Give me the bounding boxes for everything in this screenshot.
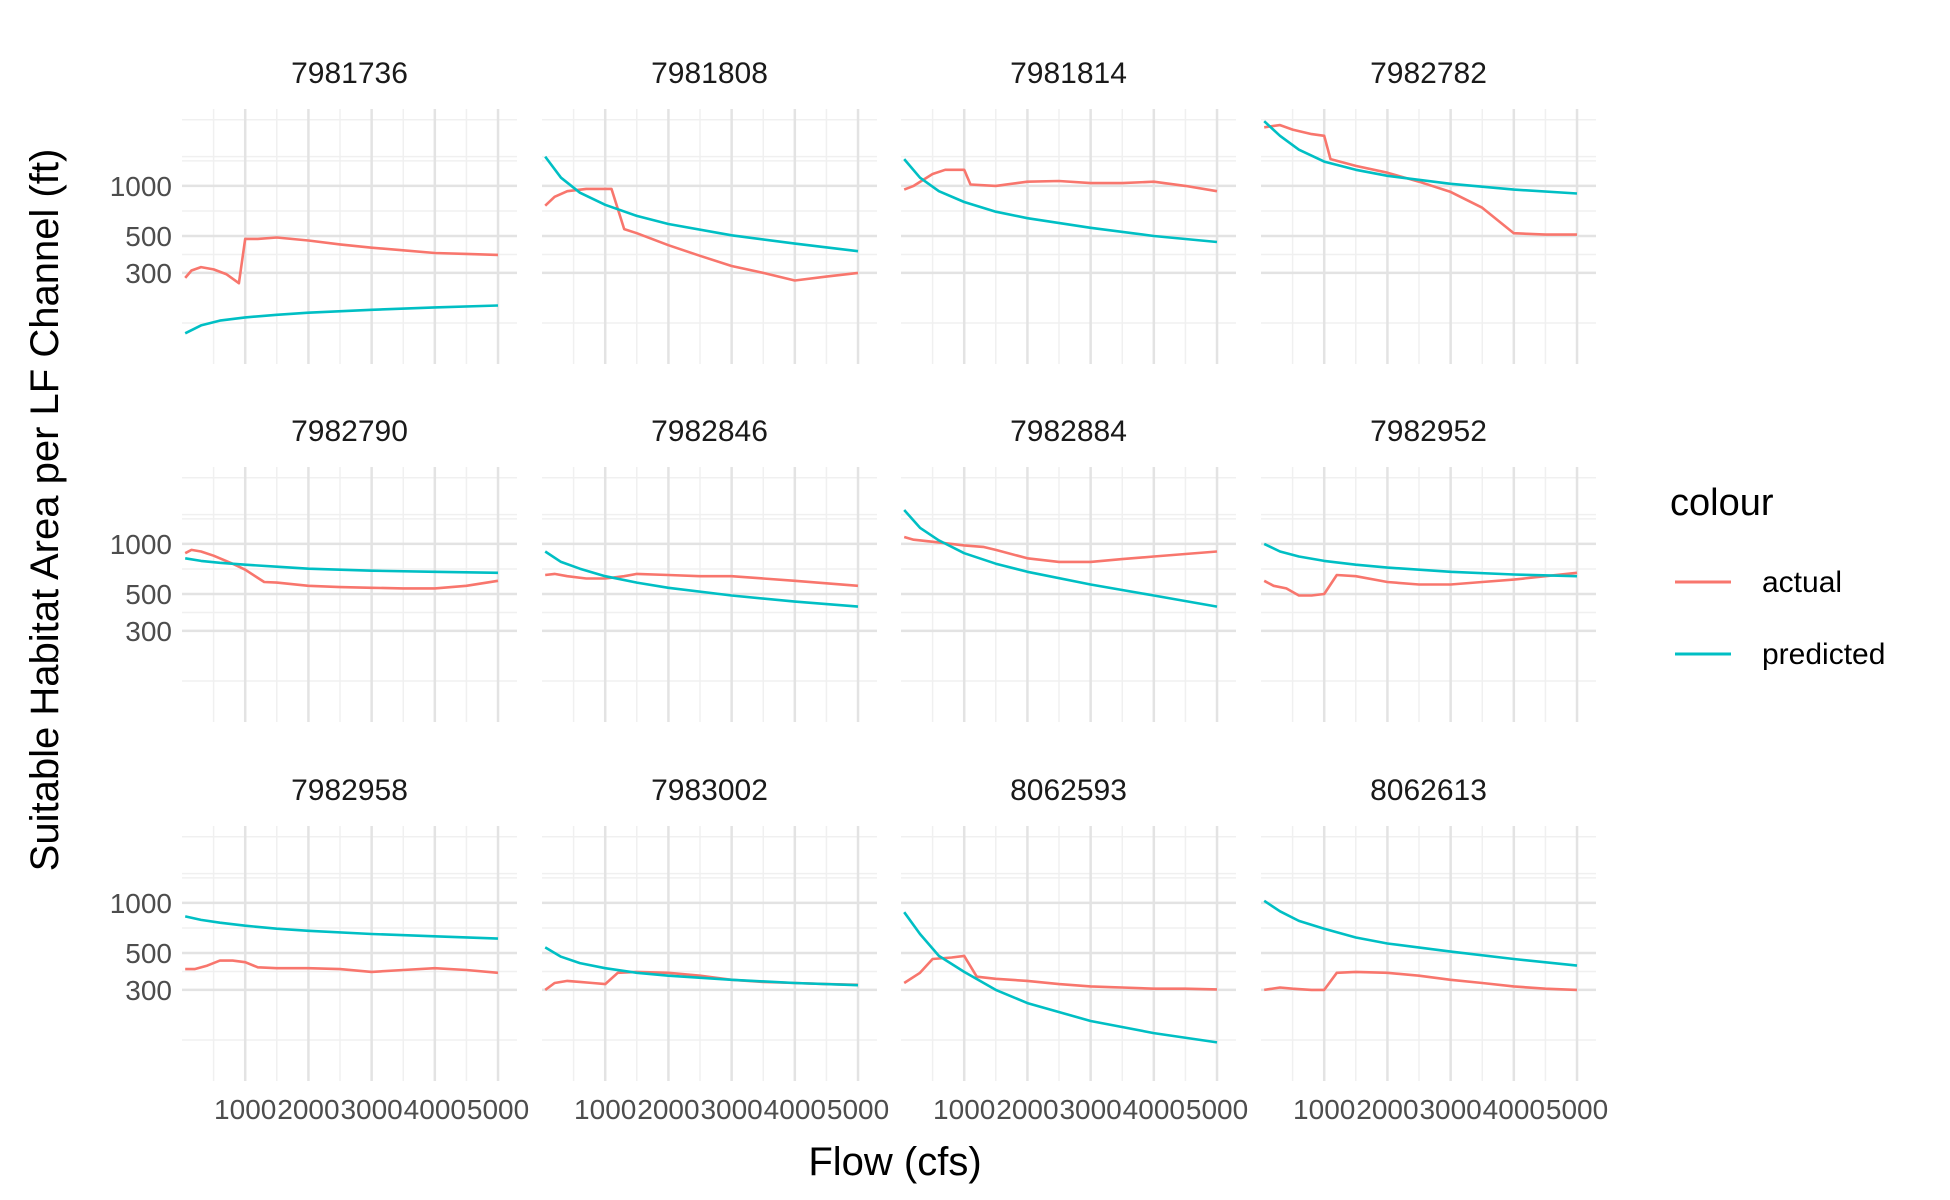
facet-title: 7981814 <box>1010 57 1127 90</box>
y-tick-label: 1000 <box>110 888 172 919</box>
y-tick-label: 1000 <box>110 171 172 202</box>
series-line-predicted <box>903 509 1218 608</box>
legend-title: colour <box>1670 482 1774 524</box>
facet-title: 7981808 <box>651 57 768 90</box>
series-line-predicted <box>1263 542 1578 578</box>
y-tick-label: 500 <box>125 579 172 610</box>
legend-label-predicted: predicted <box>1762 638 1885 671</box>
x-tick-label: 5000 <box>1186 1094 1248 1125</box>
series-line-predicted <box>903 158 1218 244</box>
series-line-predicted <box>903 911 1218 1044</box>
facet-title: 7982952 <box>1370 415 1487 448</box>
facet-title: 7982782 <box>1370 57 1487 90</box>
series-line-predicted <box>544 155 859 253</box>
facet-title: 8062593 <box>1010 774 1127 807</box>
facet-panel: 7982952 <box>1261 415 1596 722</box>
x-tick-label: 3000 <box>1419 1094 1481 1125</box>
series-line-actual <box>903 954 1218 991</box>
x-tick-label: 2000 <box>996 1094 1058 1125</box>
series-line-predicted <box>184 557 499 575</box>
series-line-predicted <box>184 304 499 335</box>
facet-panel: 7982782 <box>1261 57 1596 364</box>
x-tick-label: 4000 <box>404 1094 466 1125</box>
x-tick-label: 4000 <box>764 1094 826 1125</box>
series-line-predicted <box>184 915 499 940</box>
x-tick-label: 4000 <box>1123 1094 1185 1125</box>
series-line-actual <box>545 572 859 588</box>
y-tick-label: 300 <box>125 975 172 1006</box>
series-line-actual <box>544 187 859 282</box>
facet-panel: 7983002 1000 2000 3000 4000 5000 <box>542 774 889 1125</box>
x-tick-label: 3000 <box>1059 1094 1121 1125</box>
facet-title: 7983002 <box>651 774 768 807</box>
series-line-actual <box>184 236 499 285</box>
series-line-actual <box>1263 571 1578 597</box>
x-tick-label: 1000 <box>933 1094 995 1125</box>
panels-layer: 7981736 300 500 1000 7981808 7981814 7982782 79… <box>110 57 1608 1125</box>
series-line-actual <box>184 548 499 590</box>
facet-title: 7982846 <box>651 415 768 448</box>
x-tick-label: 2000 <box>637 1094 699 1125</box>
facet-title: 7982958 <box>291 774 408 807</box>
x-tick-label: 1000 <box>214 1094 276 1125</box>
x-tick-label: 2000 <box>277 1094 339 1125</box>
series-line-actual <box>1264 970 1578 992</box>
facet-title: 7982884 <box>1010 415 1127 448</box>
facet-panel: 7981814 <box>901 57 1236 364</box>
legend-label-actual: actual <box>1762 566 1842 599</box>
series-line-predicted <box>544 946 859 987</box>
facet-panel: 8062613 1000 2000 3000 4000 5000 <box>1261 774 1608 1125</box>
x-tick-label: 1000 <box>1293 1094 1355 1125</box>
y-tick-label: 300 <box>125 258 172 289</box>
facet-panel: 7982846 <box>542 415 877 722</box>
facet-panel: 8062593 1000 2000 3000 4000 5000 <box>901 774 1248 1125</box>
series-line-predicted <box>544 550 859 608</box>
facet-panel: 7981808 <box>542 57 877 364</box>
facet-title: 7982790 <box>291 415 408 448</box>
series-line-actual <box>903 535 1218 564</box>
y-tick-label: 500 <box>125 221 172 252</box>
x-tick-label: 5000 <box>467 1094 529 1125</box>
x-tick-label: 1000 <box>574 1094 636 1125</box>
x-tick-label: 4000 <box>1483 1094 1545 1125</box>
y-tick-label: 300 <box>125 616 172 647</box>
x-tick-label: 5000 <box>1546 1094 1608 1125</box>
x-tick-label: 5000 <box>827 1094 889 1125</box>
legend: colour actual predicted <box>1670 482 1885 671</box>
series-line-predicted <box>1263 120 1578 195</box>
facet-panel: 7981736 300 500 1000 <box>110 57 517 364</box>
series-line-predicted <box>1263 899 1578 967</box>
y-tick-label: 500 <box>125 938 172 969</box>
facet-panel: 7982790 300 500 1000 <box>110 415 517 722</box>
series-line-actual <box>1264 123 1577 236</box>
series-line-actual <box>903 168 1218 193</box>
series-line-actual <box>185 959 499 975</box>
y-tick-label: 1000 <box>110 529 172 560</box>
series-line-actual <box>544 970 859 991</box>
y-axis-label: Suitable Habitat Area per LF Channel (ft… <box>23 149 67 872</box>
x-tick-label: 3000 <box>700 1094 762 1125</box>
x-tick-label: 3000 <box>340 1094 402 1125</box>
facet-title: 7981736 <box>291 57 408 90</box>
x-axis-label: Flow (cfs) <box>808 1140 981 1184</box>
x-tick-label: 2000 <box>1356 1094 1418 1125</box>
facet-title: 8062613 <box>1370 774 1487 807</box>
facet-panel: 7982884 <box>901 415 1236 722</box>
